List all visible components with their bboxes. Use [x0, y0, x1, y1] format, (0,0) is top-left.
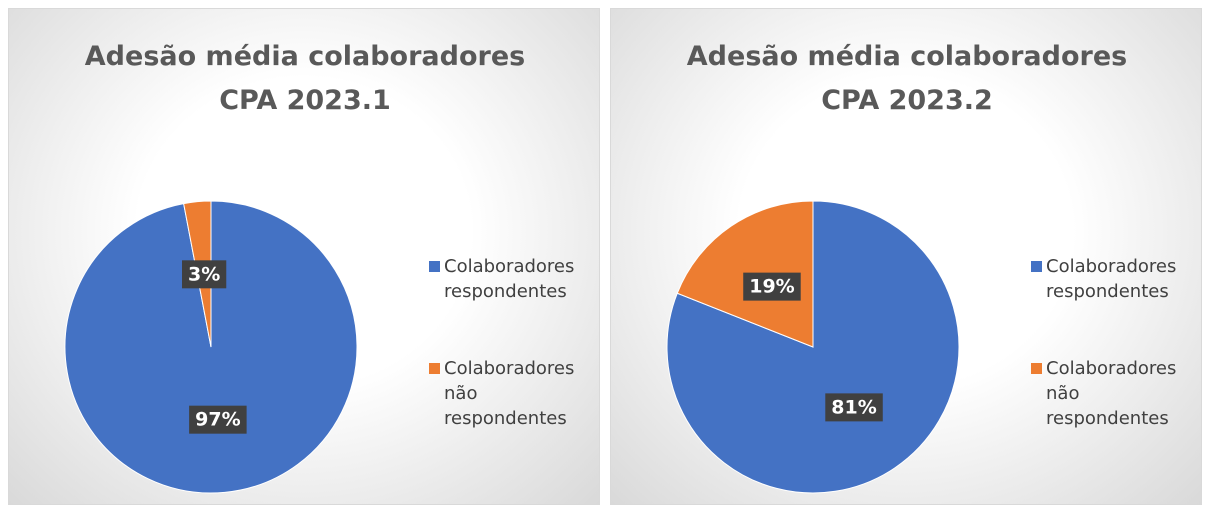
data-label-bg	[181, 260, 227, 289]
legend-swatch	[1031, 261, 1042, 272]
legend-label: Colaboradores não respondentes	[444, 358, 575, 429]
chart-panel: Adesão média colaboradores CPA 2023.2 81%…	[610, 8, 1202, 505]
data-label-text: 97%	[195, 409, 240, 431]
data-label: 19%	[743, 272, 801, 301]
legend-label: Colaboradores respondentes	[1046, 256, 1177, 302]
chart-panel: Adesão média colaboradores CPA 2023.1 97%…	[8, 8, 600, 505]
legend-swatch	[1031, 363, 1042, 374]
data-label-text: 3%	[188, 263, 220, 285]
data-label-bg	[743, 272, 801, 301]
data-label-bg	[189, 405, 247, 434]
legend-label: Colaboradores não respondentes	[1046, 358, 1177, 429]
legend-swatch	[429, 363, 440, 374]
data-label-text: 81%	[831, 396, 876, 418]
data-label: 97%	[189, 405, 247, 434]
pie-chart: 97% 3%	[64, 200, 358, 494]
chart-title: Adesão média colaboradores CPA 2023.2	[686, 41, 1128, 116]
chart-title: Adesão média colaboradores CPA 2023.1	[84, 41, 526, 116]
data-label: 3%	[181, 260, 227, 289]
data-label-bg	[825, 393, 883, 422]
pie-chart: 81% 19%	[666, 200, 960, 494]
data-label-text: 19%	[749, 276, 794, 298]
data-label: 81%	[825, 393, 883, 422]
legend-label: Colaboradores respondentes	[444, 256, 575, 302]
legend-swatch	[429, 261, 440, 272]
